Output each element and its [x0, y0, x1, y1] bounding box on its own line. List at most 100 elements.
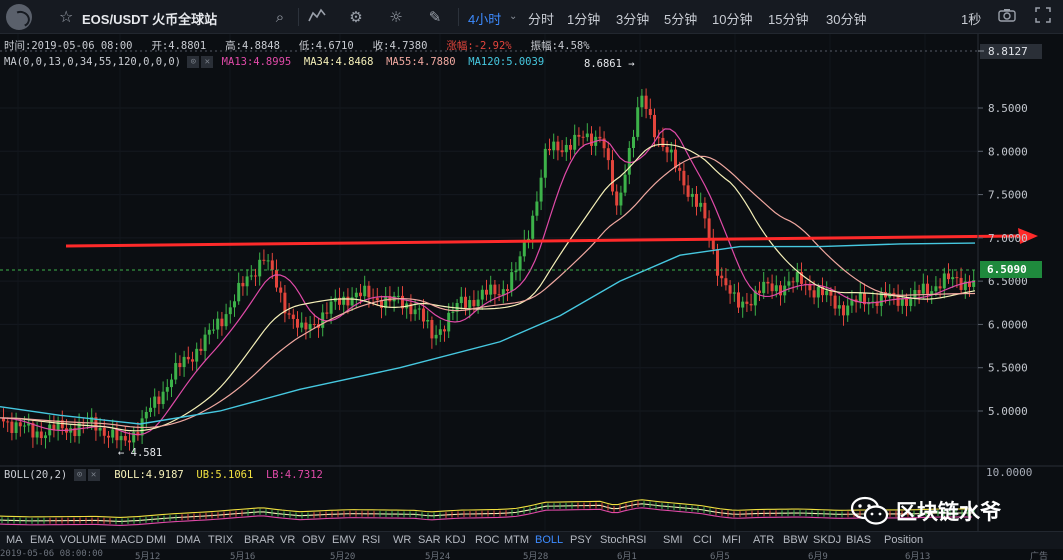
indicator-tab-obv[interactable]: OBV: [302, 534, 326, 546]
timeframe-1m[interactable]: 1分钟: [567, 12, 601, 27]
indicator-tab-vr[interactable]: VR: [280, 534, 296, 546]
draw-icon[interactable]: ✎: [428, 8, 442, 26]
brightness-icon[interactable]: ☼: [389, 8, 403, 26]
ma55-value: MA55:4.7880: [386, 56, 456, 68]
date-tick-label: 5月16: [230, 552, 256, 560]
fullscreen-icon[interactable]: [1033, 7, 1053, 27]
candle-body: [602, 138, 606, 149]
candle-body: [459, 296, 463, 304]
candle-body: [636, 107, 640, 137]
candle-body: [871, 301, 875, 303]
indicator-tab-cci[interactable]: CCI: [693, 534, 712, 546]
candle-body: [203, 334, 207, 351]
indicator-tab-trix[interactable]: TRIX: [208, 534, 234, 546]
candle-body: [665, 147, 669, 153]
candle-body: [195, 348, 199, 362]
candle-body: [39, 431, 43, 439]
candle-body: [493, 284, 497, 295]
refresh-interval[interactable]: 1秒: [961, 12, 982, 27]
indicator-tab-macd[interactable]: MACD: [111, 534, 144, 546]
candle-body: [674, 149, 677, 168]
star-icon[interactable]: ☆: [59, 7, 74, 26]
indicator-tab-dma[interactable]: DMA: [176, 534, 201, 546]
indicator-tab-stochrsi[interactable]: StochRSI: [600, 534, 647, 546]
indicator-tab-roc[interactable]: ROC: [475, 534, 500, 546]
candle-body: [153, 396, 157, 408]
candle-body: [35, 431, 39, 438]
candle-body: [501, 289, 505, 296]
boll-close-icon[interactable]: ✕: [87, 469, 100, 481]
indicator-tab-emv[interactable]: EMV: [332, 534, 356, 546]
candle-body: [136, 432, 140, 436]
candle-body: [111, 429, 115, 438]
ma-close-icon[interactable]: ✕: [201, 56, 214, 68]
ma-settings-icon[interactable]: ⊙: [187, 56, 200, 68]
indicator-tab-atr[interactable]: ATR: [753, 534, 775, 546]
indicator-tab-smi[interactable]: SMI: [663, 534, 683, 546]
symbol-title[interactable]: EOS/USDT 火币全球站: [82, 12, 218, 27]
candle-body: [144, 411, 148, 419]
candle-body: [930, 291, 934, 294]
indicator-tab-mtm[interactable]: MTM: [504, 534, 530, 546]
indicator-tab-psy[interactable]: PSY: [570, 534, 593, 546]
candle-body: [489, 284, 493, 295]
indicator-tab-bbw[interactable]: BBW: [783, 534, 809, 546]
timeframe-30m[interactable]: 30分钟: [826, 12, 867, 27]
candle-body: [149, 407, 152, 412]
indicator-tab-ema[interactable]: EMA: [30, 534, 54, 546]
candle-body: [233, 301, 236, 308]
watermark: 区块链水爷: [850, 496, 1001, 530]
boll-settings-icon[interactable]: ⊙: [73, 469, 86, 481]
candle-body: [60, 420, 64, 429]
ma-params[interactable]: MA(0,0,13,0,34,55,120,0,0,0): [4, 56, 182, 68]
candle-body: [396, 295, 400, 297]
indicator-tab-position[interactable]: Position: [884, 534, 924, 546]
candle-body: [955, 277, 959, 279]
candle-body: [661, 137, 665, 148]
ohlc-close: 收:4.7380: [372, 40, 428, 52]
indicator-tab-rsi[interactable]: RSI: [362, 534, 381, 546]
candle-body: [623, 174, 627, 193]
timeframe-3m[interactable]: 3分钟: [616, 12, 650, 27]
candle-body: [522, 239, 526, 257]
timeframe-4h[interactable]: 4小时: [468, 12, 502, 27]
indicator-tab-wr[interactable]: WR: [393, 534, 412, 546]
candles: [2, 88, 976, 453]
timeframe-15m[interactable]: 15分钟: [768, 12, 809, 27]
indicator-tab-boll[interactable]: BOLL: [535, 534, 564, 546]
boll-mid-line: [0, 503, 972, 523]
candle-body: [548, 148, 551, 151]
app-logo-icon[interactable]: [6, 4, 32, 30]
candle-body: [569, 144, 572, 150]
candle-body: [749, 303, 753, 306]
indicator-tab-ma[interactable]: MA: [6, 534, 23, 546]
indicator-tab-volume[interactable]: VOLUME: [60, 534, 107, 546]
indicator-tab-skdj[interactable]: SKDJ: [813, 534, 842, 546]
indicator-tab-bias[interactable]: BIAS: [846, 534, 872, 546]
candle-body: [161, 391, 165, 405]
indicator-tab-mfi[interactable]: MFI: [722, 534, 741, 546]
candle-body: [438, 329, 442, 335]
indicator-tab-brar[interactable]: BRAR: [244, 534, 275, 546]
candle-body: [703, 202, 707, 219]
date-tick-label: 2019-05-06 08:00:00: [0, 549, 103, 559]
chevron-down-icon[interactable]: ⌄: [509, 11, 518, 22]
candle-body: [564, 144, 568, 153]
candle-body: [892, 292, 896, 295]
candle-body: [577, 134, 581, 137]
settings-icon[interactable]: ⚙: [349, 8, 363, 26]
indicator-tab-sar[interactable]: SAR: [418, 534, 441, 546]
ohlc-low: 低:4.6710: [298, 40, 354, 52]
timeframe-tick[interactable]: 分时: [528, 12, 555, 27]
candle-body: [947, 273, 950, 280]
indicator-tab-kdj[interactable]: KDJ: [445, 534, 466, 546]
candle-body: [611, 160, 614, 192]
boll-params[interactable]: BOLL(20,2): [4, 469, 68, 481]
indicator-tab-dmi[interactable]: DMI: [146, 534, 167, 546]
camera-icon[interactable]: [997, 7, 1017, 27]
timeframe-5m[interactable]: 5分钟: [664, 12, 698, 27]
search-icon[interactable]: ⌕: [275, 8, 285, 26]
indicator-icon[interactable]: [307, 7, 327, 27]
timeframe-10m[interactable]: 10分钟: [712, 12, 753, 27]
